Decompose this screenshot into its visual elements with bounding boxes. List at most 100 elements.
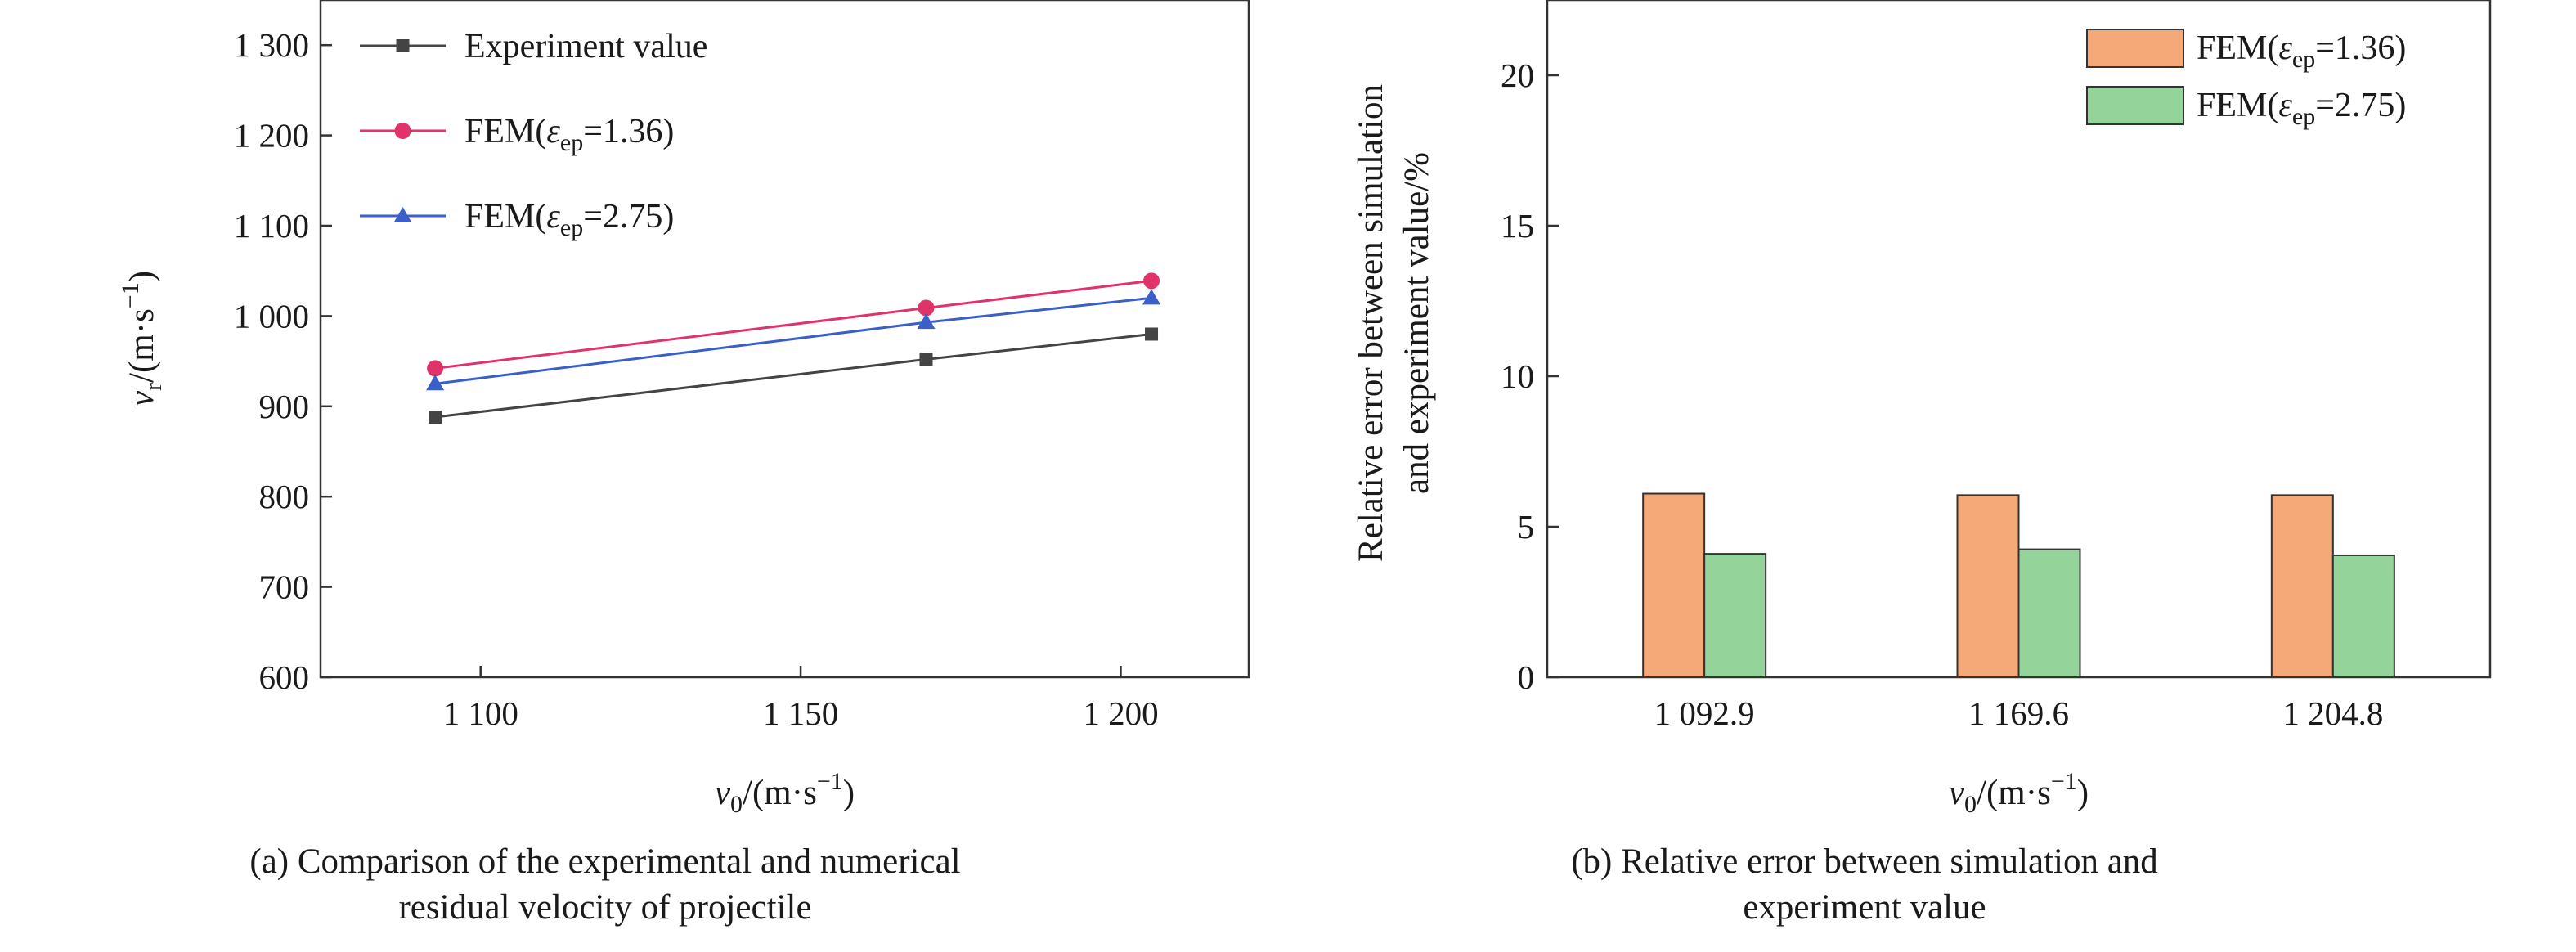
y-axis-label-var: v (123, 390, 161, 406)
legend-label-sub: ep (2292, 46, 2315, 73)
y-axis-label-line: Relative error between simulation (1352, 84, 1390, 562)
caption-b-line-1: (b) Relative error between simulation an… (1571, 842, 2158, 881)
data-point (918, 299, 935, 317)
legend-swatch (2086, 86, 2184, 125)
y-tick-label: 1 100 (234, 207, 309, 245)
bar-1-1 (1642, 492, 1706, 679)
x-tick-label: 1 092.9 (1654, 694, 1755, 732)
legend-label-suffix: =1.36) (583, 113, 674, 150)
data-point (1142, 289, 1161, 305)
y-axis-label: Relative error between simulation and exp… (1352, 84, 1436, 562)
series-line (434, 332, 1152, 419)
data-point (917, 313, 936, 330)
data-point (1145, 327, 1159, 341)
legend-label: Experiment value (464, 28, 707, 65)
bar-1-2 (1956, 494, 2020, 678)
x-tick-label: 1 150 (763, 694, 838, 732)
legend-label-main: Experiment value (464, 28, 707, 65)
caption-b: (b) Relative error between simulation an… (1333, 839, 2396, 931)
x-axis-label-close: ) (2077, 774, 2089, 812)
x-axis-label-unit: /(m·s (1977, 774, 2051, 812)
legend-marker (396, 39, 410, 52)
x-axis-label-unit: /(m·s (743, 774, 817, 812)
y-tick-label: 900 (259, 388, 310, 425)
legend-label-main: FEM( (2197, 29, 2278, 67)
legend-marker (394, 123, 411, 139)
legend-label-main: FEM( (2197, 87, 2278, 124)
legend: FEM(εep=1.36)FEM(εep=2.75) (2086, 29, 2406, 130)
x-axis-label-sup: −1 (817, 768, 843, 795)
x-axis-label-close: ) (843, 774, 855, 812)
y-tick-label: 5 (1518, 508, 1535, 546)
y-tick-label: 600 (259, 658, 310, 696)
bar-2-2 (2017, 548, 2081, 678)
series-1 (429, 327, 1159, 424)
y-axis-label-close: ) (123, 271, 161, 282)
x-tick-label: 1 204.8 (2282, 694, 2383, 732)
legend-label-sub: ep (2292, 103, 2315, 130)
y-tick-label: 15 (1501, 207, 1534, 245)
y-axis-label-sub: r (140, 383, 167, 391)
y-axis-label-unit: /(m·s (123, 308, 161, 383)
x-tick-label: 1 100 (443, 694, 518, 732)
bar-1-3 (2270, 494, 2334, 678)
legend-label-var: ε (546, 198, 560, 236)
chart-a-residual-velocity: 600 700 800 900 1 000 1 100 1 200 1 300 1 100 1 1… (117, 0, 1250, 818)
x-tick-label: 1 200 (1083, 694, 1158, 732)
bar-2-3 (2331, 554, 2395, 679)
legend-label-suffix: =1.36) (2315, 29, 2406, 67)
legend-label-suffix: =2.75) (583, 198, 674, 236)
caption-b-line-2: experiment value (1743, 888, 1986, 927)
y-tick-label: 1 200 (234, 117, 309, 155)
x-axis-label: v0/(m·s−1) (1949, 768, 2089, 818)
caption-a-line-2: residual velocity of projectile (398, 888, 812, 927)
y-tick-label: 0 (1518, 658, 1535, 696)
x-axis-label-var: v (715, 774, 731, 812)
data-point (426, 375, 445, 391)
series-3 (426, 289, 1161, 391)
legend-swatch (2086, 29, 2184, 68)
plot-frame (319, 0, 1250, 679)
data-point (429, 411, 442, 424)
data-point (427, 360, 444, 377)
x-axis-label-sub: 0 (730, 791, 743, 818)
legend-label: FEM(εep=2.75) (2197, 87, 2406, 130)
data-point (919, 353, 933, 366)
y-tick-label: 800 (259, 478, 310, 515)
series-2 (427, 272, 1160, 377)
legend-label-suffix: =2.75) (2315, 87, 2406, 124)
legend-label-sub: ep (560, 129, 583, 156)
legend-label-main: FEM( (464, 198, 546, 236)
legend-label: FEM(εep=1.36) (2197, 29, 2406, 73)
x-axis-label-sup: −1 (2051, 768, 2077, 795)
legend-label-sub: ep (560, 214, 583, 241)
data-point (1143, 272, 1160, 290)
x-tick-label: 1 169.6 (1968, 694, 2069, 732)
legend-marker (393, 207, 412, 222)
y-tick-label: 1 000 (234, 297, 309, 335)
legend-label: FEM(εep=2.75) (464, 198, 674, 241)
legend-label-var: ε (2278, 29, 2292, 67)
legend-label-main: FEM( (464, 113, 546, 150)
x-axis-label-sub: 0 (1964, 791, 1977, 818)
y-tick-label: 10 (1501, 357, 1534, 395)
x-axis-label: v0/(m·s−1) (715, 768, 855, 818)
x-axis-label-var: v (1949, 774, 1965, 812)
legend: Experiment valueFEM(εep=1.36)FEM(εep=2.7… (360, 28, 707, 241)
bar-2-1 (1703, 553, 1767, 678)
y-axis-label-sup: −1 (117, 282, 144, 308)
y-axis-label: vr/(m·s−1) (117, 271, 167, 406)
legend-label-var: ε (546, 113, 560, 150)
legend-label-var: ε (2278, 87, 2292, 124)
legend-label: FEM(εep=1.36) (464, 113, 674, 156)
y-tick-label: 700 (259, 568, 310, 606)
series-line (434, 279, 1152, 370)
y-tick-label: 1 300 (234, 26, 309, 64)
y-tick-label: 20 (1501, 56, 1534, 94)
caption-a: (a) Comparison of the experimental and n… (74, 839, 1137, 931)
caption-a-line-1: (a) Comparison of the experimental and n… (249, 842, 961, 881)
y-axis-label-line: and experiment value/% (1398, 152, 1436, 494)
series-line (434, 296, 1152, 385)
